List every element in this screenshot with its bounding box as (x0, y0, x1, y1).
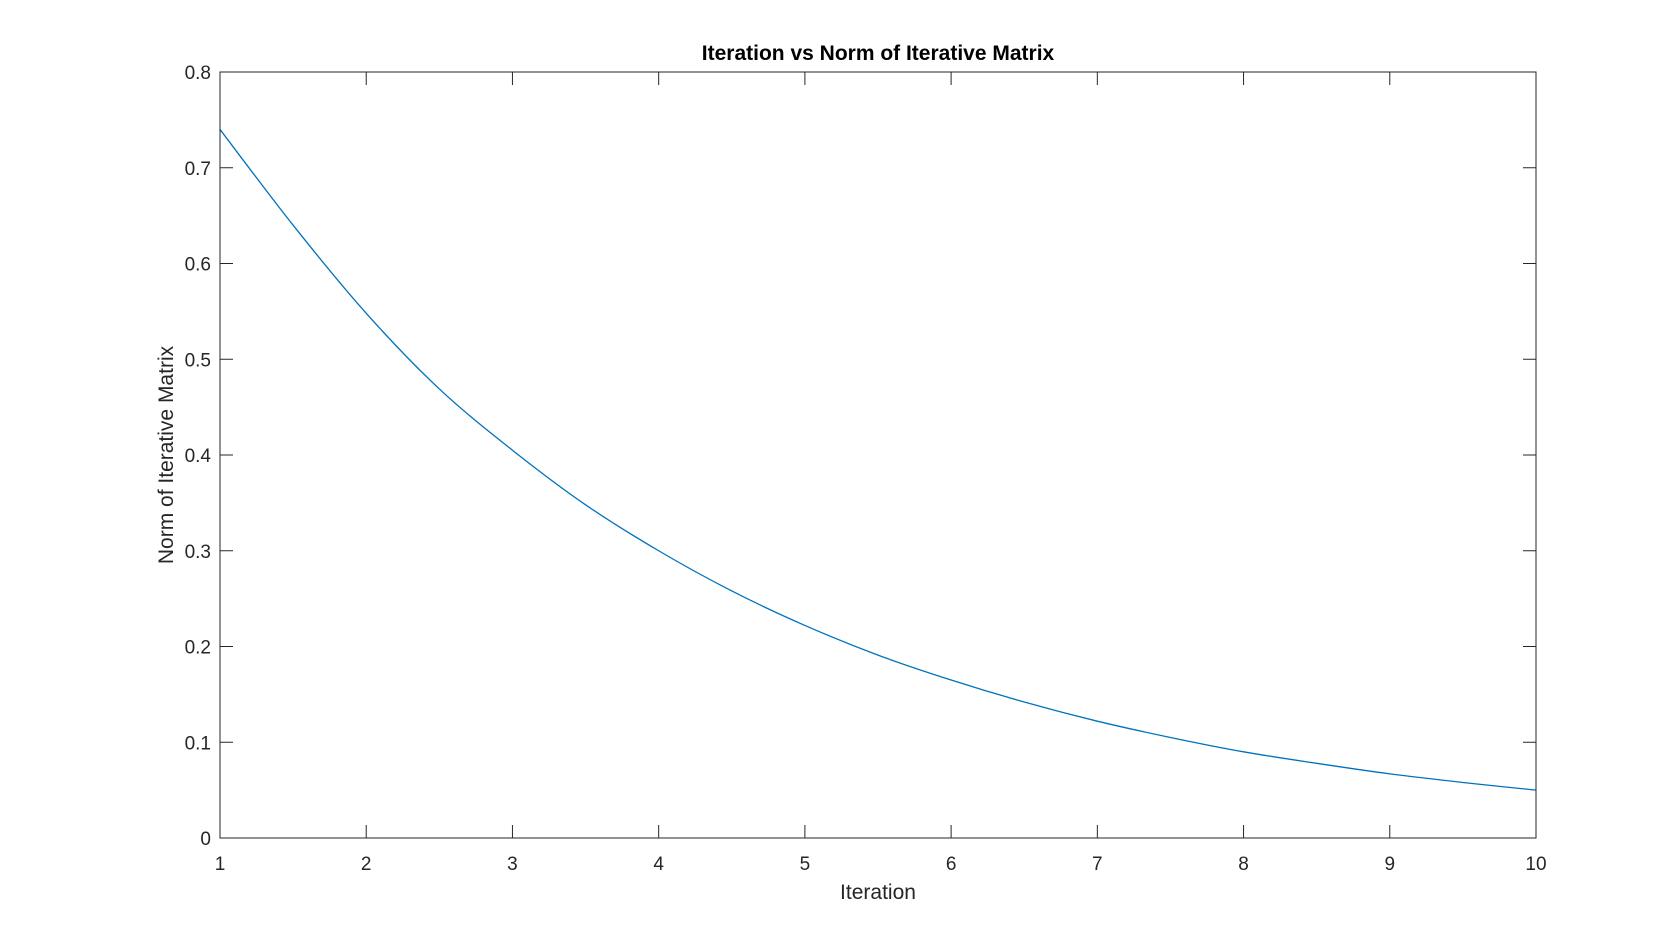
y-tick-label: 0.7 (185, 159, 211, 180)
x-tick-label: 6 (946, 854, 957, 875)
x-tick-label: 9 (1384, 854, 1395, 875)
y-tick-label: 0.8 (185, 63, 211, 84)
x-tick-label: 4 (653, 854, 664, 875)
series-line (219, 129, 1537, 791)
x-tick-label: 8 (1238, 854, 1249, 875)
x-tick-label: 7 (1092, 854, 1103, 875)
y-axis-label: Norm of Iterative Matrix (155, 345, 178, 564)
plot-frame (219, 71, 1537, 839)
chart-title: Iteration vs Norm of Iterative Matrix (702, 42, 1055, 65)
y-tick-label: 0 (200, 829, 211, 850)
y-tick-labels: 0 0.1 0.2 0.3 0.4 0.5 0.6 0.7 0.8 (185, 63, 212, 850)
x-tick-labels: 1 2 3 4 5 6 7 8 9 10 (215, 854, 1547, 875)
y-tick-label: 0.1 (185, 733, 211, 754)
x-tick-label: 3 (507, 854, 518, 875)
plot-area (220, 72, 1536, 838)
x-tick-label: 2 (361, 854, 372, 875)
series-group (219, 129, 1537, 791)
x-axis-label: Iteration (840, 881, 916, 904)
x-tick-label: 5 (800, 854, 811, 875)
y-tick-label: 0.5 (185, 350, 211, 371)
y-tick-label: 0.4 (185, 446, 212, 467)
x-tick-label: 10 (1525, 854, 1546, 875)
y-tick-label: 0.2 (185, 638, 211, 659)
x-tick-label: 1 (215, 854, 226, 875)
y-tick-label: 0.6 (185, 255, 211, 276)
y-tick-label: 0.3 (185, 542, 211, 563)
